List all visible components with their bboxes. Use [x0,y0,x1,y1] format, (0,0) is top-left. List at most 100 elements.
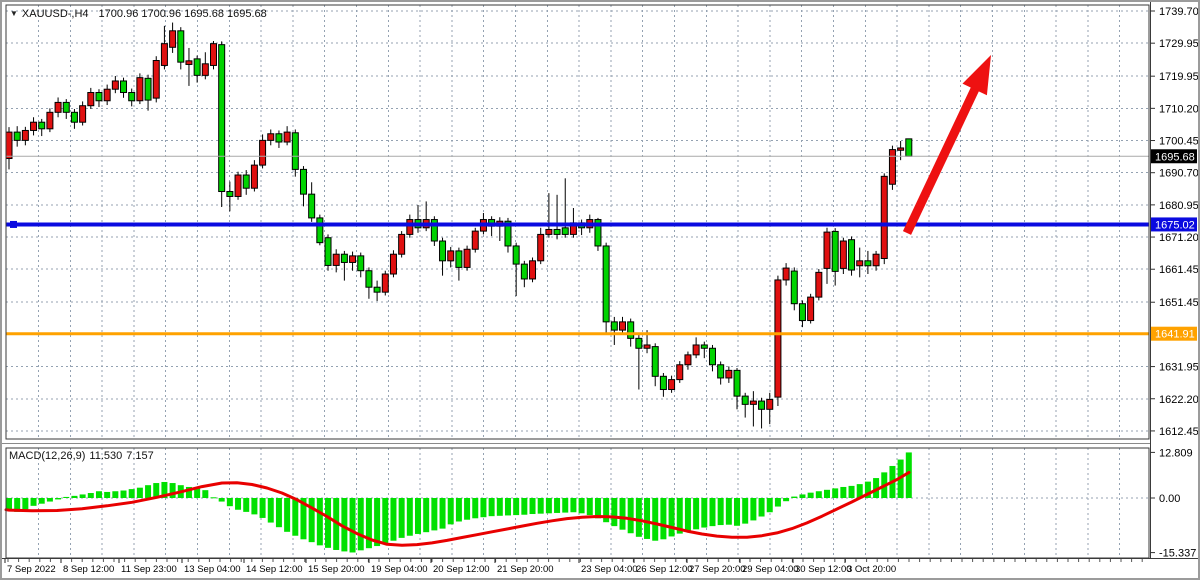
candle-body-down [520,263,528,280]
candle [340,250,348,281]
macd-histogram-bar [202,490,209,498]
candle-body-up [463,248,471,268]
candle-body-up [160,43,168,66]
candle [766,392,774,425]
candles-layer [5,22,913,429]
macd-histogram-bar [684,498,691,532]
candle [807,293,815,324]
candle-body-down [193,58,201,76]
candle-body-up [201,63,209,76]
macd-histogram-bar [832,488,839,498]
candle-body-down [553,228,561,235]
candle-body-up [815,271,823,298]
macd-histogram-bar [554,498,561,513]
candle-body-up [267,133,275,141]
macd-histogram-bar [594,498,601,519]
macd-main-value: 11.530 [89,450,123,462]
macd-histogram-bar [374,498,381,547]
candle [831,228,839,286]
candle-body-up [782,267,790,281]
candle [111,76,119,94]
candle-body-up [684,354,692,366]
price-tick-label: 1719.95 [1159,71,1198,83]
candle [880,173,888,265]
candle-body-down [324,237,332,266]
candle [602,242,610,334]
macd-histogram-bar [660,498,667,540]
candle [316,214,324,246]
candle-body-up [880,175,888,259]
macd-label-bar: MACD(12,26,9) 11.530 7.157 [9,450,158,462]
candle-body-up [152,60,160,99]
price-tick-label: 1739.70 [1159,6,1198,18]
candle-body-down [226,191,234,197]
candle [13,126,21,147]
line-drag-handle[interactable] [10,220,17,228]
price-tick-label: 1671.20 [1159,232,1198,244]
candle-body-up [766,398,774,410]
candle-body-down [177,30,185,63]
candle [79,101,87,126]
candle [798,300,806,328]
candle [103,84,111,106]
candle [234,171,242,200]
trend-arrow-head[interactable] [962,55,992,96]
macd-histogram-bar [807,492,814,498]
macd-histogram-bar [734,498,741,526]
macd-histogram-bar [701,498,708,528]
candle-body-down [790,270,798,305]
candle [856,247,864,278]
trend-arrow[interactable] [902,55,992,235]
macd-histogram-bar [824,489,830,498]
candle [193,55,201,83]
candle-body-down [299,168,307,195]
macd-histogram-bar [267,498,274,523]
macd-histogram-bar [128,489,135,498]
candle [668,375,676,393]
macd-histogram-bar [521,498,528,515]
axis-labels-layer[interactable]: 1739.70 1729.95 1719.95 1710.20 1700.45 1690.… [4,6,1198,575]
symbol-title-bar: ▼ XAUUSD-,H4 1700.96 1700.96 1695.68 1695.… [10,8,267,20]
candle-body-down [120,80,128,94]
candle-body-down [218,44,226,193]
price-marker-box: 1695.68 [1151,149,1197,164]
time-tick-label: 27 Sep 20:00 [689,564,746,575]
candle [160,25,168,70]
time-tick-label: 26 Sep 12:00 [636,564,693,575]
macd-histogram-bar [791,496,798,498]
candle [30,117,38,136]
symbol-period-label: XAUUSD-,H4 [21,8,89,20]
candle-body-down [95,92,103,102]
candle-body-up [856,260,864,267]
candle [741,392,749,418]
macd-histogram-bar [210,497,217,499]
macd-histogram-bar [668,498,675,537]
candle-body-up [545,228,553,235]
candle-body-down [733,369,741,397]
macd-histogram-bar [390,498,397,541]
candle-body-up [807,296,815,322]
macd-histogram-bar [300,498,307,540]
macd-histogram-bar [423,498,430,533]
candle-body-down [70,111,78,123]
price-marker-value: 1641.91 [1155,329,1195,341]
candle-body-up [30,121,38,131]
price-marker-box: 1641.91 [1151,326,1197,341]
macd-histogram-bar [644,498,651,539]
price-tick-label: 1661.45 [1159,264,1198,276]
candle [357,252,365,278]
macd-histogram-bar [226,498,233,507]
trend-arrow-shaft[interactable] [902,87,980,235]
time-tick-label: 14 Sep 12:00 [246,564,303,575]
time-tick-label: 8 Sep 12:00 [63,564,114,575]
candle-body-up [103,88,111,102]
candle-body-up [46,111,54,130]
candle-body-up [250,164,258,189]
time-tick-label: 3 Oct 20:00 [847,564,896,575]
macd-histogram-bar [439,498,446,529]
candle [267,129,275,146]
candle-body-down [610,321,618,331]
macd-histogram-bar [578,498,585,514]
